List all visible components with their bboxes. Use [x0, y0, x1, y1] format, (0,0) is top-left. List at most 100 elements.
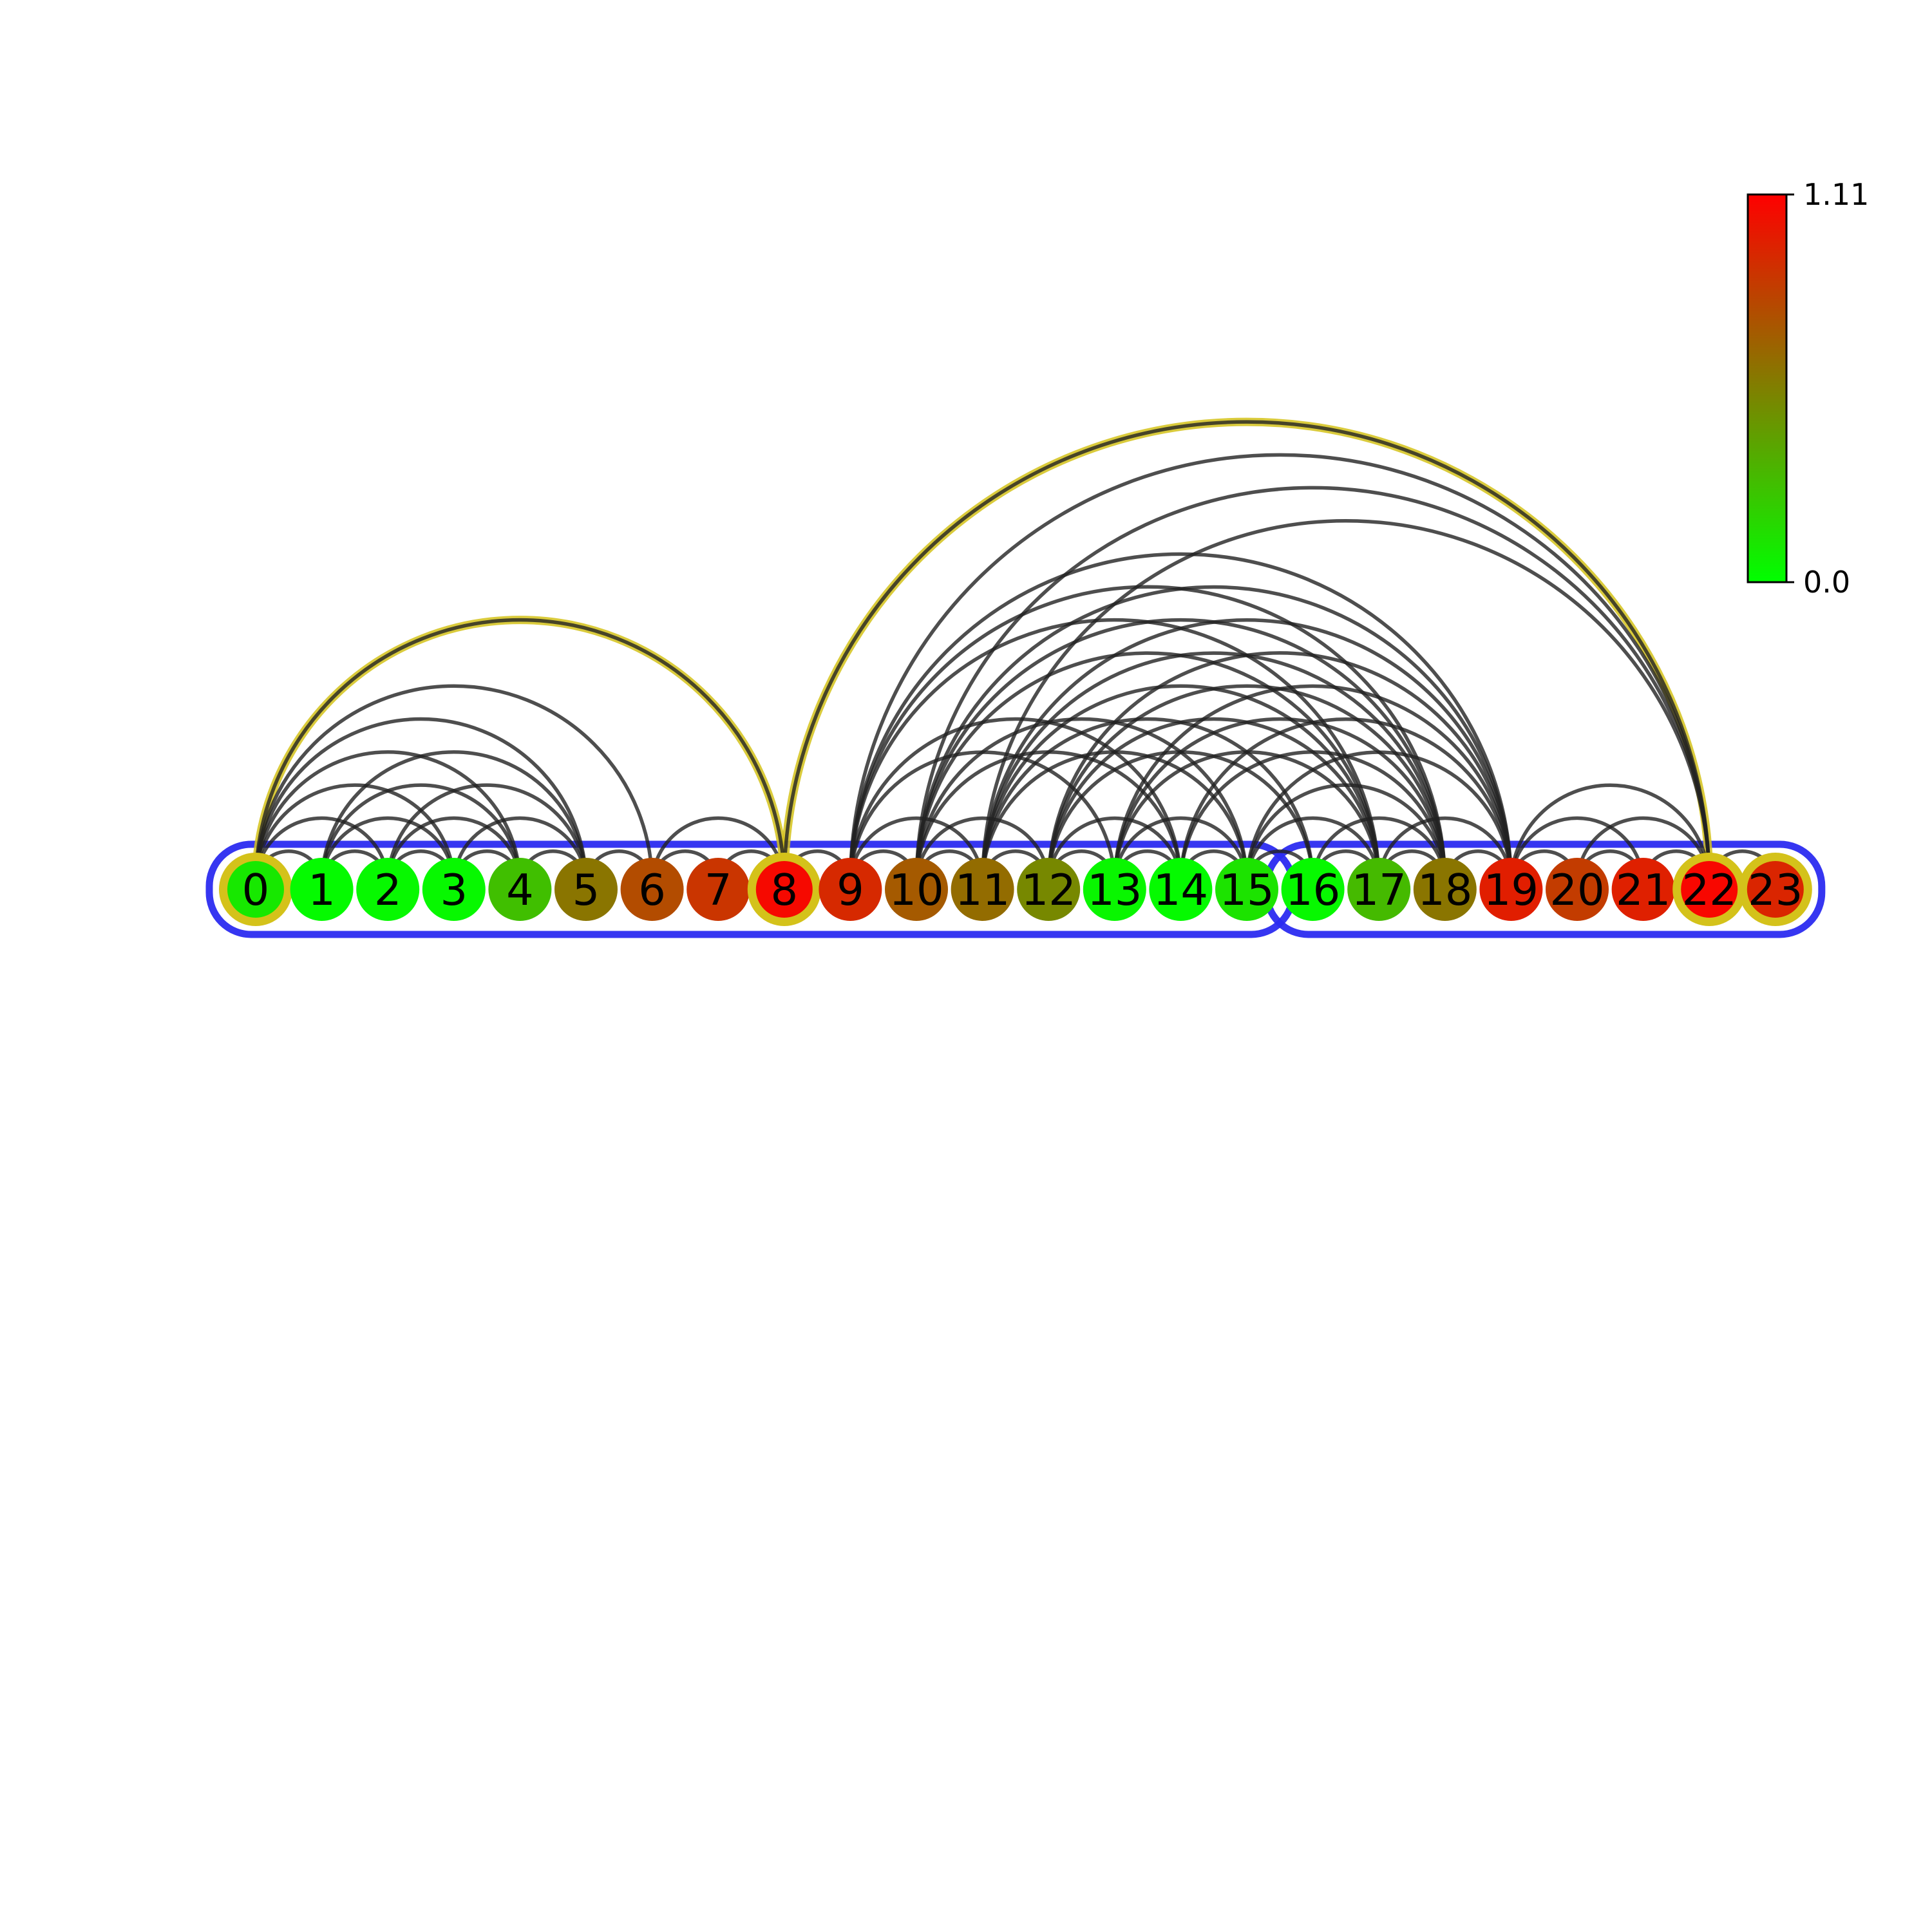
- node-9: 9: [819, 858, 882, 921]
- node-circle: [290, 858, 354, 921]
- edge-2-5: [386, 783, 588, 885]
- node-0: 0: [219, 853, 292, 926]
- node-14: 14: [1149, 858, 1213, 921]
- edge-13-15: [1113, 816, 1249, 885]
- edge-10-17: [914, 651, 1381, 885]
- edge-0-6: [254, 684, 654, 885]
- edge-12-18: [1046, 684, 1447, 885]
- node-label: 5: [573, 865, 600, 915]
- node-5: 5: [554, 858, 618, 921]
- node-label: 0: [242, 865, 270, 915]
- edge-13-18: [1113, 717, 1447, 885]
- node-label: 8: [770, 865, 798, 915]
- edge-10-19: [914, 585, 1513, 885]
- edge-0-5: [254, 717, 588, 885]
- node-label: 19: [1484, 865, 1539, 915]
- edge-1-4: [319, 783, 522, 885]
- node-10: 10: [885, 858, 948, 921]
- edge-12-19: [1046, 651, 1513, 885]
- node-2: 2: [356, 858, 420, 921]
- edge-15-18: [1245, 783, 1447, 885]
- node-circle: [1215, 858, 1278, 921]
- edge-0-8: [254, 618, 786, 885]
- node-23: 23: [1738, 853, 1812, 926]
- node-label: 3: [440, 865, 468, 915]
- node-17: 17: [1347, 858, 1411, 921]
- edge-14-19: [1179, 717, 1513, 885]
- edge-16-18: [1311, 816, 1447, 885]
- node-12: 12: [1017, 858, 1081, 921]
- node-label: 1: [308, 865, 336, 915]
- colorbar-gradient: [1747, 193, 1788, 583]
- colorbar-max-label: 1.11: [1803, 177, 1869, 212]
- edge-11-17: [980, 684, 1381, 885]
- node-circle: [1017, 858, 1081, 921]
- node-16: 16: [1281, 858, 1345, 921]
- edge-19-22: [1509, 783, 1711, 885]
- edge-9-14: [848, 717, 1183, 885]
- edge-0-3: [254, 783, 456, 885]
- edge-15-17: [1245, 816, 1381, 885]
- node-circle: [1281, 858, 1345, 921]
- edge-9-18: [848, 585, 1447, 885]
- node-label: 10: [889, 865, 943, 915]
- edge-13-19: [1113, 684, 1513, 885]
- edge-1-5: [319, 750, 588, 885]
- node-circle: [951, 858, 1014, 921]
- node-circle: [1149, 858, 1213, 921]
- node-circle: [554, 858, 618, 921]
- edge-3-5: [452, 816, 588, 885]
- node-label: 23: [1748, 865, 1803, 915]
- edge-2-4: [386, 816, 522, 885]
- node-1: 1: [290, 858, 354, 921]
- node-label: 16: [1285, 865, 1340, 915]
- node-circle: [1413, 858, 1477, 921]
- nodes: 0 1 2 3 4 5 6 7 8 9 10 11 12 13 14 15 16 17 18 19 20 21 22 23: [219, 853, 1812, 926]
- node-circle: [1611, 858, 1675, 921]
- node-label: 13: [1087, 865, 1142, 915]
- node-3: 3: [422, 858, 486, 921]
- node-label: 18: [1417, 865, 1472, 915]
- node-6: 6: [620, 858, 684, 921]
- node-4: 4: [488, 858, 552, 921]
- edge-12-14: [1046, 816, 1183, 885]
- node-label: 12: [1021, 865, 1076, 915]
- node-label: 9: [837, 865, 864, 915]
- edge-10-22: [914, 486, 1711, 885]
- edge-10-12: [914, 816, 1050, 885]
- edge-11-18: [980, 651, 1447, 885]
- node-13: 13: [1083, 858, 1146, 921]
- node-8: 8: [747, 853, 821, 926]
- node-circle: [755, 861, 813, 918]
- node-11: 11: [951, 858, 1014, 921]
- colorbar: 1.11 0.0: [1747, 177, 1869, 600]
- node-label: 6: [638, 865, 666, 915]
- node-label: 22: [1682, 865, 1737, 915]
- node-label: 17: [1352, 865, 1406, 915]
- edge-12-17: [1046, 717, 1381, 885]
- edge-19-21: [1509, 816, 1645, 885]
- node-label: 21: [1616, 865, 1671, 915]
- edge-9-17: [848, 618, 1381, 885]
- node-circle: [885, 858, 948, 921]
- edge-0-4: [254, 750, 522, 885]
- edge-11-16: [980, 717, 1315, 885]
- node-21: 21: [1611, 858, 1675, 921]
- node-circle: [1347, 858, 1411, 921]
- edge-8-22: [782, 420, 1711, 885]
- node-label: 20: [1549, 865, 1604, 915]
- edges: [254, 420, 1777, 885]
- node-7: 7: [687, 858, 750, 921]
- edge-9-19: [848, 552, 1513, 885]
- node-circle: [1479, 858, 1543, 921]
- edge-9-11: [848, 816, 985, 885]
- node-circle: [687, 858, 750, 921]
- edge-10-15: [914, 717, 1249, 885]
- node-circle: [227, 861, 284, 918]
- node-19: 19: [1479, 858, 1543, 921]
- node-label: 2: [374, 865, 402, 915]
- node-15: 15: [1215, 858, 1278, 921]
- node-label: 7: [705, 865, 732, 915]
- edge-9-22: [848, 453, 1711, 885]
